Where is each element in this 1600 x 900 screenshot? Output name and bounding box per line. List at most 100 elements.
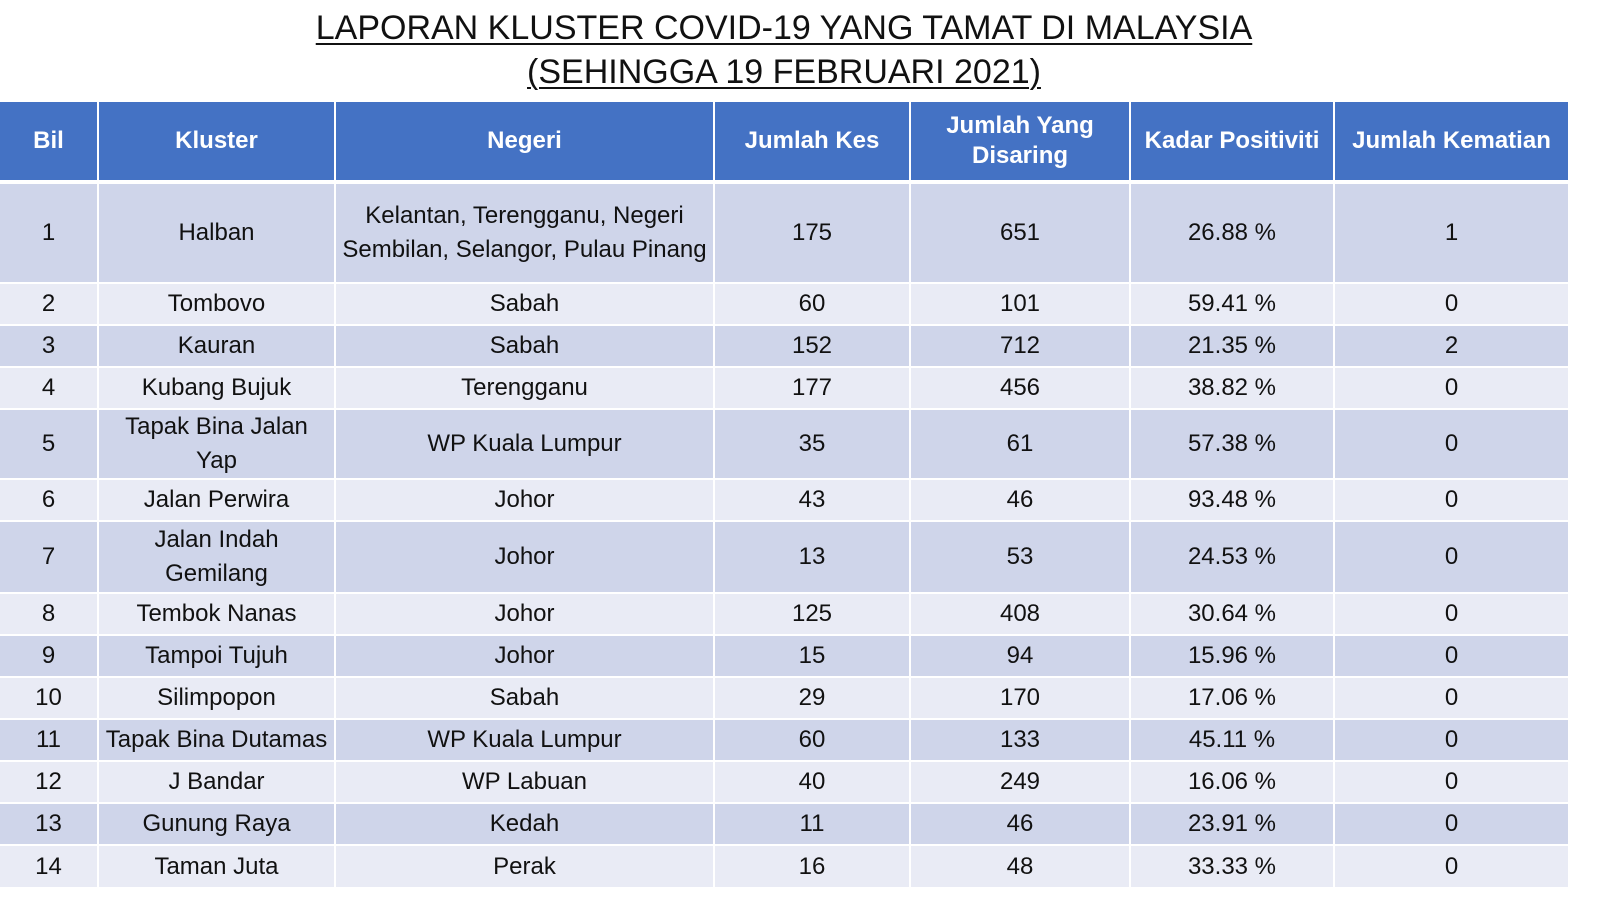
cell-negeri: Kelantan, Terengganu, Negeri Sembilan, S…	[335, 182, 715, 284]
cell-kluster: Taman Juta	[98, 845, 336, 889]
cell-bil: 12	[0, 761, 99, 804]
cell-positiviti: 93.48 %	[1130, 479, 1335, 522]
cell-kes: 11	[714, 803, 911, 846]
cell-kematian: 0	[1334, 367, 1568, 410]
cell-kes: 13	[714, 521, 911, 594]
cell-positiviti: 38.82 %	[1130, 367, 1335, 410]
cell-negeri: WP Labuan	[335, 761, 715, 804]
cell-positiviti: 45.11 %	[1130, 719, 1335, 762]
table-row: 2 Tombovo Sabah 60 101 59.41 % 0	[0, 283, 1568, 326]
table-header-row: Bil Kluster Negeri Jumlah Kes Jumlah Yan…	[0, 102, 1568, 184]
cell-kes: 35	[714, 409, 911, 480]
cell-disaring: 170	[910, 677, 1131, 720]
cell-bil: 8	[0, 593, 99, 636]
cell-kluster: Tapak Bina Dutamas	[98, 719, 336, 762]
cell-negeri: Sabah	[335, 283, 715, 326]
cell-kematian: 0	[1334, 479, 1568, 522]
cell-kematian: 0	[1334, 845, 1568, 889]
cell-kluster: Kubang Bujuk	[98, 367, 336, 410]
table-row: 4 Kubang Bujuk Terengganu 177 456 38.82 …	[0, 367, 1568, 410]
cell-bil: 13	[0, 803, 99, 846]
title-line-2: (SEHINGGA 19 FEBRUARI 2021)	[0, 50, 1568, 94]
cell-bil: 9	[0, 635, 99, 678]
header-kadar-positiviti: Kadar Positiviti	[1130, 102, 1335, 184]
cell-kematian: 0	[1334, 803, 1568, 846]
cell-bil: 2	[0, 283, 99, 326]
title-line-1: LAPORAN KLUSTER COVID-19 YANG TAMAT DI M…	[0, 6, 1568, 50]
header-kluster: Kluster	[98, 102, 336, 184]
cell-kematian: 0	[1334, 593, 1568, 636]
cell-positiviti: 21.35 %	[1130, 325, 1335, 368]
cell-positiviti: 24.53 %	[1130, 521, 1335, 594]
cell-kematian: 0	[1334, 761, 1568, 804]
cell-kluster: Halban	[98, 182, 336, 284]
cell-bil: 4	[0, 367, 99, 410]
cell-kluster: Tembok Nanas	[98, 593, 336, 636]
cell-kematian: 0	[1334, 635, 1568, 678]
cell-positiviti: 15.96 %	[1130, 635, 1335, 678]
cell-negeri: WP Kuala Lumpur	[335, 719, 715, 762]
cell-disaring: 408	[910, 593, 1131, 636]
cell-disaring: 46	[910, 479, 1131, 522]
cell-disaring: 101	[910, 283, 1131, 326]
cell-negeri: Sabah	[335, 325, 715, 368]
title-text-1: LAPORAN KLUSTER COVID-19 YANG TAMAT DI M…	[315, 9, 1253, 47]
cell-positiviti: 17.06 %	[1130, 677, 1335, 720]
header-jumlah-kematian: Jumlah Kematian	[1334, 102, 1568, 184]
cell-kluster: Tombovo	[98, 283, 336, 326]
cell-kluster: Tampoi Tujuh	[98, 635, 336, 678]
cell-kes: 175	[714, 182, 911, 284]
cell-kes: 16	[714, 845, 911, 889]
cell-disaring: 94	[910, 635, 1131, 678]
table-row: 1 Halban Kelantan, Terengganu, Negeri Se…	[0, 182, 1568, 284]
cell-kluster: Gunung Raya	[98, 803, 336, 846]
cell-kes: 152	[714, 325, 911, 368]
cell-kematian: 2	[1334, 325, 1568, 368]
cell-disaring: 46	[910, 803, 1131, 846]
title-text-2: (SEHINGGA 19 FEBRUARI 2021)	[527, 53, 1041, 91]
cell-kes: 60	[714, 283, 911, 326]
cell-kluster: Jalan Indah Gemilang	[98, 521, 336, 594]
cell-kematian: 0	[1334, 283, 1568, 326]
cell-kes: 60	[714, 719, 911, 762]
cell-kes: 15	[714, 635, 911, 678]
cell-disaring: 133	[910, 719, 1131, 762]
cell-disaring: 456	[910, 367, 1131, 410]
cell-negeri: Sabah	[335, 677, 715, 720]
header-jumlah-disaring: Jumlah Yang Disaring	[910, 102, 1131, 184]
header-negeri: Negeri	[335, 102, 715, 184]
table-row: 8 Tembok Nanas Johor 125 408 30.64 % 0	[0, 593, 1568, 636]
cell-kes: 40	[714, 761, 911, 804]
cell-negeri: Perak	[335, 845, 715, 889]
cell-kluster: Tapak Bina Jalan Yap	[98, 409, 336, 480]
cell-positiviti: 59.41 %	[1130, 283, 1335, 326]
cell-negeri: WP Kuala Lumpur	[335, 409, 715, 480]
cell-disaring: 712	[910, 325, 1131, 368]
cell-bil: 11	[0, 719, 99, 762]
cell-kematian: 0	[1334, 677, 1568, 720]
cell-bil: 10	[0, 677, 99, 720]
table-row: 3 Kauran Sabah 152 712 21.35 % 2	[0, 325, 1568, 368]
cell-disaring: 249	[910, 761, 1131, 804]
cell-positiviti: 16.06 %	[1130, 761, 1335, 804]
cell-kematian: 1	[1334, 182, 1568, 284]
cell-negeri: Johor	[335, 521, 715, 594]
cell-negeri: Kedah	[335, 803, 715, 846]
cell-kluster: Kauran	[98, 325, 336, 368]
cluster-table: Bil Kluster Negeri Jumlah Kes Jumlah Yan…	[0, 102, 1568, 889]
table-row: 5 Tapak Bina Jalan Yap WP Kuala Lumpur 3…	[0, 409, 1568, 480]
cell-disaring: 61	[910, 409, 1131, 480]
cell-kes: 177	[714, 367, 911, 410]
cell-positiviti: 33.33 %	[1130, 845, 1335, 889]
table-row: 14 Taman Juta Perak 16 48 33.33 % 0	[0, 845, 1568, 889]
cell-positiviti: 26.88 %	[1130, 182, 1335, 284]
cell-kematian: 0	[1334, 521, 1568, 594]
cell-kluster: Jalan Perwira	[98, 479, 336, 522]
cell-kluster: Silimpopon	[98, 677, 336, 720]
cell-disaring: 48	[910, 845, 1131, 889]
table-row: 7 Jalan Indah Gemilang Johor 13 53 24.53…	[0, 521, 1568, 594]
cell-positiviti: 57.38 %	[1130, 409, 1335, 480]
cell-disaring: 651	[910, 182, 1131, 284]
cell-negeri: Terengganu	[335, 367, 715, 410]
header-bil: Bil	[0, 102, 99, 184]
